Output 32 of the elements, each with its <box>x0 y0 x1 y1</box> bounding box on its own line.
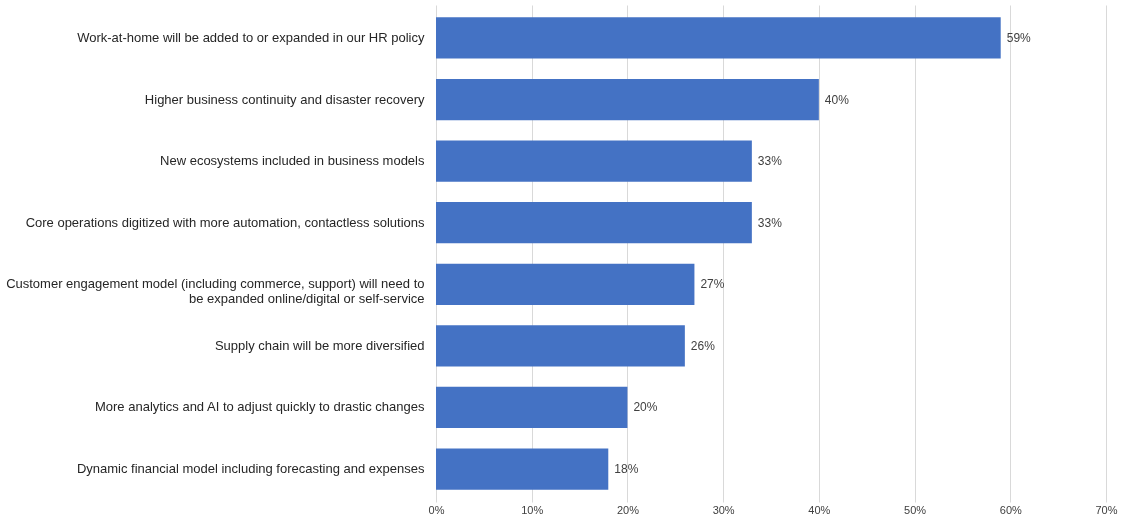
bar <box>436 263 695 305</box>
bar <box>436 78 819 121</box>
x-tick-label: 40% <box>808 503 831 516</box>
x-tick-label: 20% <box>616 503 640 516</box>
data-label: 40% <box>824 92 850 107</box>
y-tick-label: New ecosystems included in business models <box>160 153 425 169</box>
y-tick-label: More analytics and AI to adjust quickly to drastic changes <box>94 399 425 415</box>
data-label: 18% <box>614 462 639 477</box>
bar <box>436 448 609 490</box>
x-tick-label: 70% <box>1095 503 1118 516</box>
y-tick-label: Higher business continuity and disaster recovery <box>144 91 425 107</box>
bar <box>436 325 685 367</box>
y-tick-label: Dynamic financial model including forecasting and expenses <box>76 461 425 477</box>
data-label: 33% <box>757 215 783 230</box>
bar <box>436 140 752 182</box>
y-tick-label: Work-at-home will be added to or expanded in our HR policy <box>77 29 425 45</box>
x-tick-label: 0% <box>428 503 445 516</box>
data-label: 59% <box>1006 30 1032 45</box>
bar <box>436 17 1001 59</box>
x-tick-label: 30% <box>712 503 735 516</box>
data-label: 33% <box>757 154 783 169</box>
bar <box>436 202 752 244</box>
y-tick-label: Customer engagement model (including commerce, support) will need to be expanded online/digital or self-service <box>6 276 425 307</box>
data-label: 20% <box>633 400 658 415</box>
x-tick-label: 50% <box>904 503 927 516</box>
bar <box>436 386 628 429</box>
x-tick-label: 10% <box>521 503 544 516</box>
x-tick-label: 60% <box>999 503 1023 516</box>
data-label: 27% <box>700 277 725 292</box>
y-tick-label: Core operations digitized with more automation, contactless solutions <box>25 214 425 230</box>
data-label: 26% <box>690 338 716 353</box>
y-tick-label: Supply chain will be more diversified <box>214 337 425 353</box>
